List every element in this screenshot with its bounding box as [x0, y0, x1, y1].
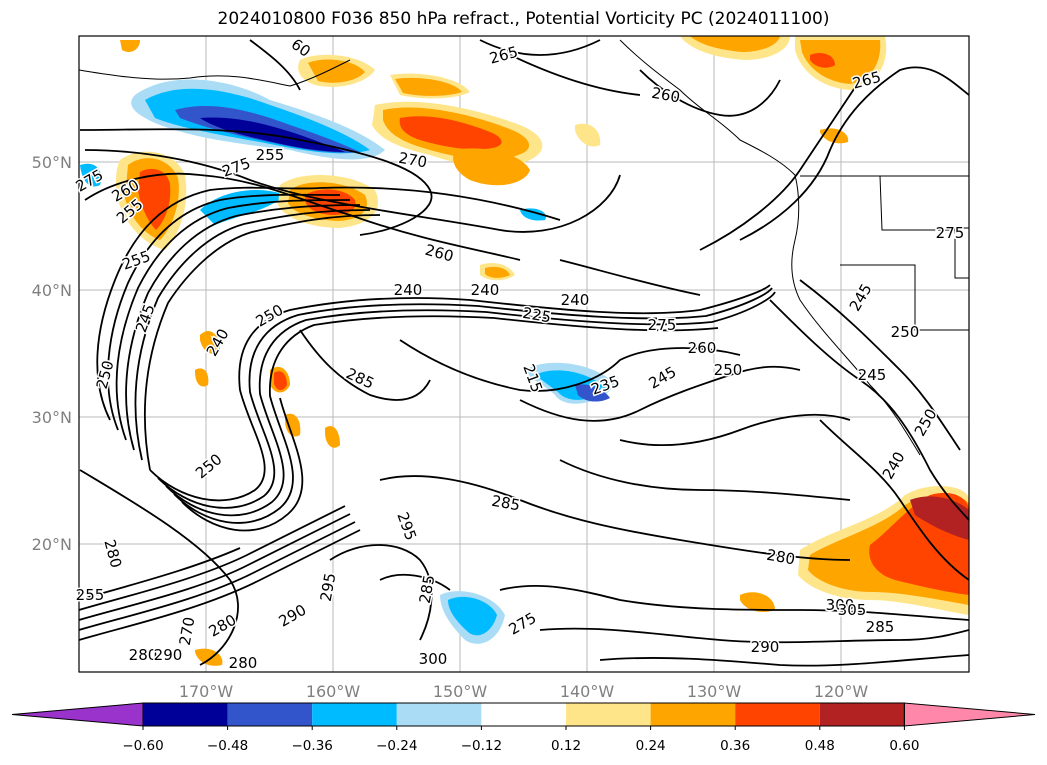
colorbar-tick-label: −0.48: [207, 738, 248, 754]
colorbar-tick-label: 0.60: [889, 738, 919, 754]
colorbar-tick-labels: −0.60 −0.48 −0.36 −0.24 −0.12 0.12 0.24 0.36 0.4…: [122, 726, 919, 754]
contour-label: 260: [688, 339, 717, 357]
contour-label: 300: [826, 596, 855, 614]
contour-label: 240: [561, 291, 590, 309]
contour-label: 280: [229, 654, 258, 672]
latitude-labels: 50°N 40°N 30°N 20°N: [32, 153, 72, 554]
longitude-labels: 170°W 160°W 150°W 140°W 130°W 120°W: [179, 682, 869, 701]
contour-label: 250: [714, 361, 743, 379]
colorbar-tick-label: 0.12: [551, 738, 581, 754]
pv-fill-positive: [115, 36, 969, 666]
colorbar-tick-label: −0.60: [122, 738, 163, 754]
colorbar-segment: [143, 703, 228, 726]
colorbar-segment: [312, 703, 397, 726]
contour-label: 240: [394, 281, 423, 299]
contour-label: 275: [936, 224, 965, 242]
contour-label: 290: [751, 638, 780, 656]
colorbar-segment: [650, 703, 736, 726]
contour-label: 280: [765, 546, 796, 569]
map-title: 2024010800 F036 850 hPa refract., Potent…: [217, 9, 830, 29]
lat-label: 50°N: [32, 153, 72, 172]
colorbar-segment: [227, 703, 313, 726]
contour-label: 245: [858, 366, 887, 384]
colorbar-tick-label: 0.24: [636, 738, 666, 754]
map-plot-area: [79, 36, 969, 672]
contour-label: 280: [129, 646, 158, 664]
colorbar-outline: [142, 702, 905, 727]
contour-label: 225: [521, 304, 552, 327]
colorbar-tick-label: 0.48: [805, 738, 835, 754]
colorbar-tick-label: −0.24: [376, 738, 417, 754]
contour-label: 300: [419, 650, 448, 668]
lat-label: 20°N: [32, 535, 72, 554]
colorbar-tick-label: −0.12: [461, 738, 502, 754]
refractivity-contours: [79, 39, 969, 667]
contour-label: 305: [838, 601, 867, 619]
colorbar-segment: [819, 703, 905, 726]
contour-label: 290: [154, 646, 183, 664]
lon-label: 120°W: [814, 682, 869, 701]
lon-label: 140°W: [560, 682, 615, 701]
lat-label: 30°N: [32, 408, 72, 427]
lat-label: 40°N: [32, 281, 72, 300]
colorbar-extend-high: [903, 702, 1036, 727]
colorbar-tick-label: −0.36: [292, 738, 333, 754]
colorbar-segment: [566, 703, 651, 726]
contour-label: 250: [891, 323, 920, 341]
map-border: [78, 35, 970, 673]
contour-label: 285: [866, 618, 895, 636]
lon-label: 170°W: [179, 682, 234, 701]
contour-label: 255: [76, 586, 105, 604]
contour-label: 240: [471, 281, 500, 299]
colorbar-segment: [396, 703, 482, 726]
coastline: [79, 39, 969, 456]
colorbar: [11, 702, 1036, 727]
pv-fill-negative: [80, 79, 615, 644]
colorbar-segment: [735, 703, 820, 726]
colorbar-tick-label: 0.36: [720, 738, 750, 754]
contour-label: 275: [648, 316, 677, 334]
lon-label: 130°W: [687, 682, 742, 701]
colorbar-extend-low: [11, 702, 144, 727]
contour-label: 255: [256, 146, 285, 164]
colorbar-segment: [481, 703, 566, 726]
lon-label: 150°W: [433, 682, 488, 701]
lon-label: 160°W: [306, 682, 361, 701]
